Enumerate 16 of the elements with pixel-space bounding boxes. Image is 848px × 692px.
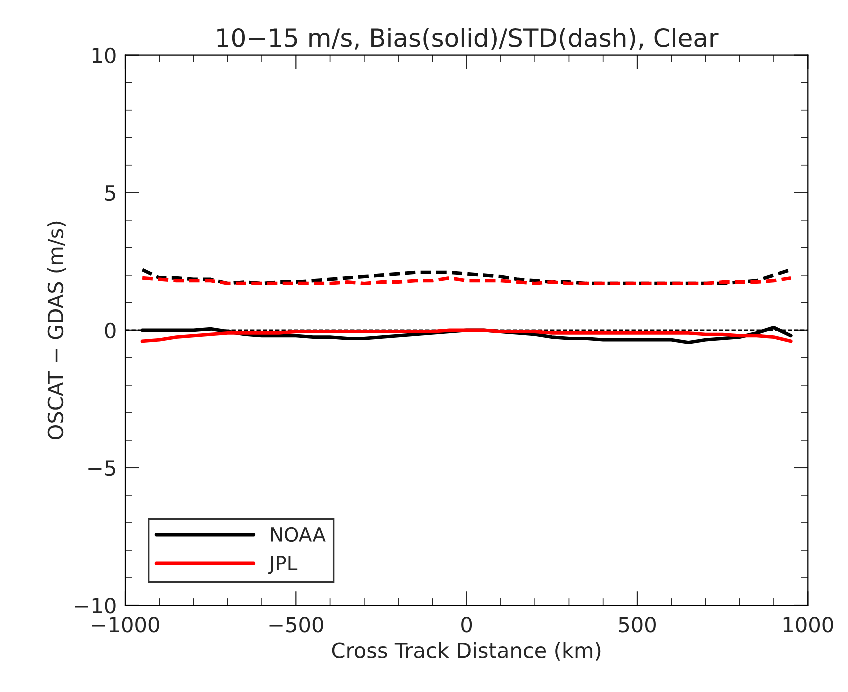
x-tick-label: 500 (619, 616, 656, 633)
y-tick-label: −5 (88, 460, 116, 476)
legend-label: NOAA (271, 527, 326, 542)
x-tick-label: −500 (270, 616, 324, 633)
legend-label: JPL (268, 556, 298, 574)
y-tick-label: 5 (106, 186, 116, 202)
y-tick-label: 0 (105, 322, 116, 339)
y-tick-label: 10 (92, 48, 116, 64)
chart-title: 10−15 m/s, Bias(solid)/STD(dash), Clear (218, 28, 719, 50)
x-axis-title: Cross Track Distance (km) (332, 642, 601, 661)
y-axis-title: OSCAT − GDAS (m/s) (48, 222, 66, 440)
x-tick-label: 0 (462, 616, 472, 633)
y-tick-label: −10 (75, 598, 116, 614)
line-series (140, 328, 793, 344)
x-tick-label: 1000 (784, 616, 834, 633)
x-tick-label: −1000 (92, 616, 160, 633)
